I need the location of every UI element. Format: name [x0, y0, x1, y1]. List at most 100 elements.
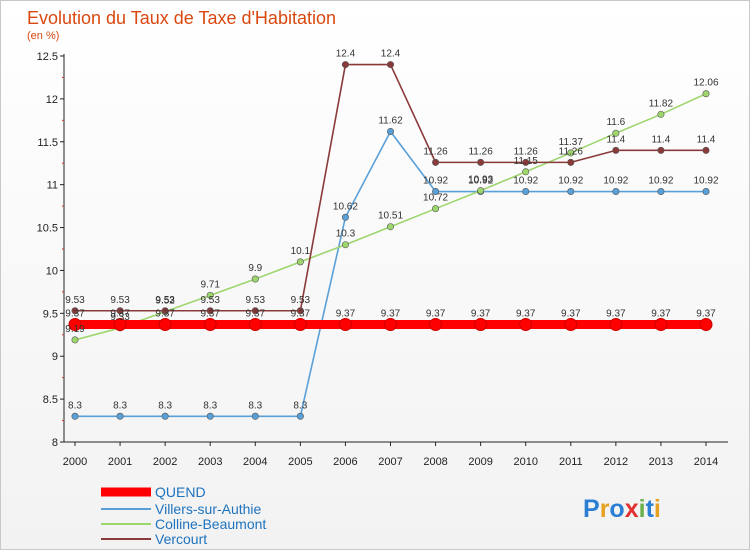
data-label-villers-sur-authie: 8.3	[203, 400, 217, 411]
y-tick-label: 10.5	[37, 223, 58, 235]
series-line-villers-sur-authie	[75, 130, 706, 418]
data-label-colline-beaumont: 11.82	[649, 98, 674, 109]
data-label-villers-sur-authie: 8.3	[248, 400, 262, 411]
data-label-villers-sur-authie: 10.92	[603, 176, 628, 187]
data-point-villers-sur-authie	[206, 412, 214, 420]
data-label-villers-sur-authie: 10.92	[558, 176, 583, 187]
data-point-colline-beaumont	[567, 149, 575, 157]
data-label-quend: 9.37	[651, 308, 671, 319]
data-point-quend	[384, 317, 397, 331]
data-point-quend	[699, 317, 713, 331]
data-label-vercourt: 9.53	[200, 295, 220, 306]
series-line-vercourt	[75, 63, 706, 312]
data-point-colline-beaumont	[296, 258, 304, 266]
y-tick-label: 9	[52, 351, 58, 363]
data-point-quend	[158, 317, 172, 331]
data-point-colline-beaumont	[612, 129, 620, 137]
x-tick-label: 2003	[198, 456, 222, 468]
data-point-vercourt	[296, 307, 304, 315]
data-label-colline-beaumont: 10.51	[378, 211, 403, 222]
data-point-quend	[654, 317, 668, 331]
data-point-villers-sur-authie	[657, 188, 665, 196]
data-point-villers-sur-authie	[161, 412, 169, 420]
data-label-villers-sur-authie: 8.3	[68, 400, 82, 411]
data-label-quend: 9.37	[246, 308, 266, 319]
data-label-quend: 9.37	[426, 308, 446, 319]
data-label-quend: 9.37	[291, 308, 311, 319]
y-tick-label: 8	[52, 437, 58, 449]
data-point-villers-sur-authie	[522, 188, 530, 196]
data-label-quend: 9.37	[155, 308, 175, 319]
y-tick-label: 8.5	[43, 394, 58, 406]
data-label-colline-beaumont: 10.3	[336, 229, 356, 240]
legend-label-colline-beaumont: Colline-Beaumont	[155, 516, 266, 532]
chart-subtitle: (en %)	[27, 30, 59, 42]
data-point-colline-beaumont	[522, 168, 530, 176]
data-point-vercourt	[386, 61, 394, 69]
x-tick-label: 2008	[423, 456, 447, 468]
data-label-colline-beaumont: 9.19	[65, 324, 85, 335]
chart-title: Evolution du Taux de Taxe d'Habitation	[27, 8, 336, 28]
data-label-villers-sur-authie: 10.92	[693, 176, 718, 187]
data-point-vercourt	[567, 158, 575, 166]
data-label-colline-beaumont: 11.37	[559, 137, 584, 148]
data-point-vercourt	[522, 158, 530, 166]
x-tick-label: 2009	[468, 456, 492, 468]
data-label-colline-beaumont: 9.71	[200, 279, 220, 290]
data-label-villers-sur-authie: 11.62	[378, 115, 403, 126]
data-label-quend: 9.37	[381, 308, 401, 319]
data-label-villers-sur-authie: 10.92	[648, 176, 673, 187]
x-tick-label: 2011	[559, 456, 583, 468]
data-label-quend: 9.37	[606, 308, 626, 319]
data-point-quend	[519, 317, 533, 331]
data-point-villers-sur-authie	[386, 127, 394, 135]
data-label-villers-sur-authie: 10.92	[468, 176, 493, 187]
data-point-villers-sur-authie	[341, 213, 349, 221]
proxiti-logo: Proxiti	[583, 495, 661, 523]
data-point-vercourt	[161, 307, 169, 315]
data-point-colline-beaumont	[657, 110, 665, 118]
data-label-colline-beaumont: 12.06	[693, 78, 718, 89]
data-label-vercourt: 9.53	[65, 295, 85, 306]
data-point-villers-sur-authie	[612, 188, 620, 196]
legend: QUENDVillers-sur-AuthieColline-BeaumontV…	[101, 484, 266, 547]
legend-label-villers-sur-authie: Villers-sur-Authie	[155, 501, 262, 517]
data-point-villers-sur-authie	[251, 412, 259, 420]
data-point-vercourt	[341, 61, 349, 69]
data-label-quend: 9.37	[65, 308, 85, 319]
data-label-quend: 9.37	[200, 308, 220, 319]
data-point-quend	[113, 317, 127, 331]
data-point-vercourt	[116, 307, 124, 315]
data-label-vercourt: 12.4	[336, 49, 356, 60]
y-tick-label: 12.5	[37, 51, 58, 63]
data-point-villers-sur-authie	[71, 412, 79, 420]
data-label-vercourt: 9.53	[246, 295, 266, 306]
data-label-colline-beaumont: 10.72	[423, 193, 448, 204]
data-point-vercourt	[251, 307, 259, 315]
x-tick-label: 2013	[649, 456, 673, 468]
x-tick-label: 2005	[288, 456, 312, 468]
data-point-vercourt	[432, 158, 440, 166]
data-point-quend	[609, 317, 623, 331]
data-point-quend	[564, 317, 578, 331]
data-point-villers-sur-authie	[702, 188, 710, 196]
data-point-villers-sur-authie	[432, 188, 440, 196]
data-label-colline-beaumont: 11.6	[606, 117, 625, 128]
y-tick-label: 10	[46, 265, 58, 277]
data-label-vercourt: 11.4	[697, 134, 716, 145]
data-point-quend	[474, 317, 488, 331]
data-label-colline-beaumont: 9.33	[110, 312, 130, 323]
x-tick-label: 2006	[333, 456, 357, 468]
data-label-villers-sur-authie: 8.3	[158, 400, 172, 411]
data-label-vercourt: 12.4	[381, 49, 401, 60]
axes: 8 8.5 9 9.5 10 10.5 11 11.5 12 12.5 2000 2001 2002 20…	[37, 51, 728, 468]
data-point-vercourt	[477, 158, 485, 166]
data-label-vercourt: 9.53	[291, 295, 311, 306]
data-point-quend	[248, 317, 262, 331]
data-point-colline-beaumont	[71, 336, 79, 344]
data-label-quend: 9.37	[696, 308, 716, 319]
data-point-quend	[68, 317, 82, 331]
data-label-vercourt: 11.26	[514, 146, 539, 157]
data-label-colline-beaumont: 9.9	[248, 263, 262, 274]
